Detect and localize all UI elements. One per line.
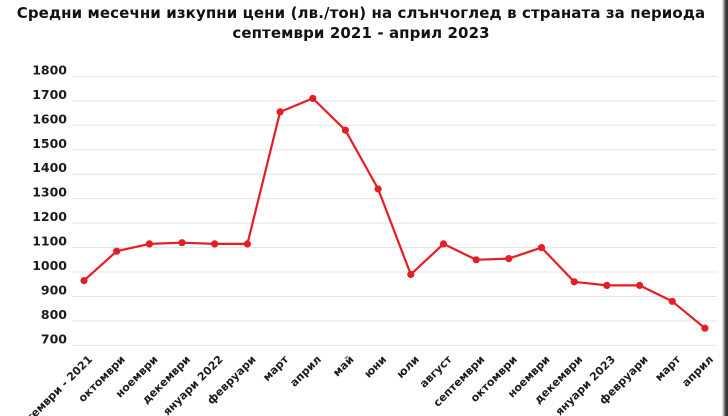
x-tick-label: юни <box>362 353 390 381</box>
y-tick-label: 1400 <box>32 160 67 175</box>
y-tick-label: 1800 <box>32 62 67 77</box>
x-tick-label: май <box>330 353 356 379</box>
y-tick-label: 700 <box>41 331 67 346</box>
x-tick-label: април <box>287 353 324 390</box>
y-tick-label: 1300 <box>32 185 67 200</box>
x-tick-label: юли <box>394 353 422 381</box>
data-point-marker <box>603 281 611 289</box>
x-tick-label: март <box>652 352 683 383</box>
data-point-marker <box>636 281 644 289</box>
x-tick-label: септември - 2021 <box>8 353 95 416</box>
data-point-marker <box>374 185 382 193</box>
y-tick-label: 1600 <box>32 111 67 126</box>
price-line <box>83 97 706 330</box>
y-tick-label: 1000 <box>32 258 67 273</box>
data-point-marker <box>537 244 546 252</box>
data-point-marker <box>668 297 676 305</box>
y-tick-label: 900 <box>41 282 67 297</box>
data-point-marker <box>341 126 349 134</box>
data-point-marker <box>439 240 448 248</box>
y-tick-label: 1500 <box>32 136 67 151</box>
data-point-marker <box>407 270 415 278</box>
data-point-marker <box>505 255 513 263</box>
y-tick-label: 800 <box>41 307 67 322</box>
data-point-marker <box>145 240 153 248</box>
data-point-marker <box>113 247 121 255</box>
x-tick-label: април <box>679 353 716 390</box>
data-point-marker <box>243 240 251 248</box>
chart-title: Средни месечни изкупни цени (лв./тон) на… <box>16 4 706 22</box>
data-point-marker <box>178 239 186 247</box>
data-point-marker <box>570 278 578 286</box>
data-point-marker <box>211 240 219 248</box>
y-tick-label: 1100 <box>32 234 67 249</box>
chart-subtitle: септември 2021 - април 2023 <box>232 24 490 42</box>
data-point-marker <box>309 94 317 102</box>
data-point-marker <box>80 277 88 285</box>
right-edge-scrollbar[interactable] <box>721 0 728 416</box>
data-point-marker <box>701 324 709 332</box>
y-tick-label: 1700 <box>32 87 67 102</box>
x-tick-label: март <box>260 352 291 383</box>
data-point-marker <box>472 256 480 264</box>
data-point-marker <box>276 108 284 116</box>
y-tick-label: 1200 <box>32 209 67 224</box>
